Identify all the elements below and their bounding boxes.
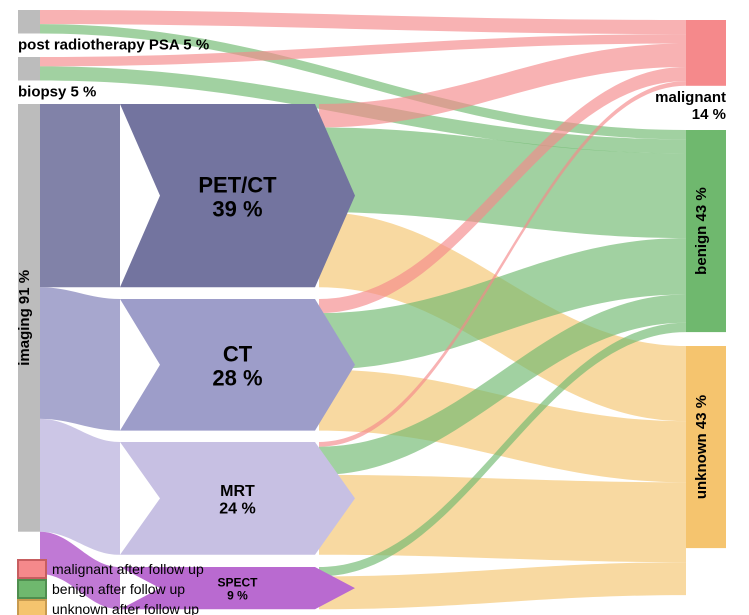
label-malignant-name: malignant — [655, 89, 726, 106]
flow-imaging-ct — [40, 287, 120, 430]
label-ct-pct: 28 % — [212, 366, 262, 391]
legend-swatch-0 — [18, 560, 46, 578]
flow-mrt-unknown — [319, 475, 686, 562]
legend-label-0: malignant after follow up — [52, 561, 204, 577]
label-mrt-name: MRT — [220, 483, 255, 500]
label-petct-name: PET/CT — [198, 172, 277, 197]
label-imaging: imaging 91 % — [16, 270, 33, 366]
right-node-malignant — [686, 20, 726, 86]
flow-spect-unknown — [319, 562, 686, 609]
legend-label-2: unknown after follow up — [52, 601, 199, 615]
label-unknown: unknown 43 % — [693, 395, 710, 499]
label-spect-pct: 9 % — [227, 589, 248, 603]
left-node-psa — [18, 10, 40, 34]
label-mrt-pct: 24 % — [219, 501, 255, 518]
left-node-biopsy — [18, 57, 40, 81]
sankey-diagram: post radiotherapy PSA 5 % biopsy 5 % imagi… — [0, 0, 749, 615]
label-spect-name: SPECT — [217, 575, 258, 589]
label-ct-name: CT — [223, 342, 253, 367]
legend: malignant after follow up benign after fo… — [18, 560, 204, 615]
flow-imaging-petct — [40, 104, 120, 287]
legend-label-1: benign after follow up — [52, 581, 185, 597]
legend-swatch-1 — [18, 580, 46, 598]
label-benign: benign 43 % — [693, 187, 710, 275]
label-malignant-pct: 14 % — [692, 106, 726, 123]
label-petct-pct: 39 % — [212, 197, 262, 222]
label-psa: post radiotherapy PSA 5 % — [18, 37, 209, 54]
label-biopsy: biopsy 5 % — [18, 84, 96, 101]
legend-swatch-2 — [18, 600, 46, 615]
